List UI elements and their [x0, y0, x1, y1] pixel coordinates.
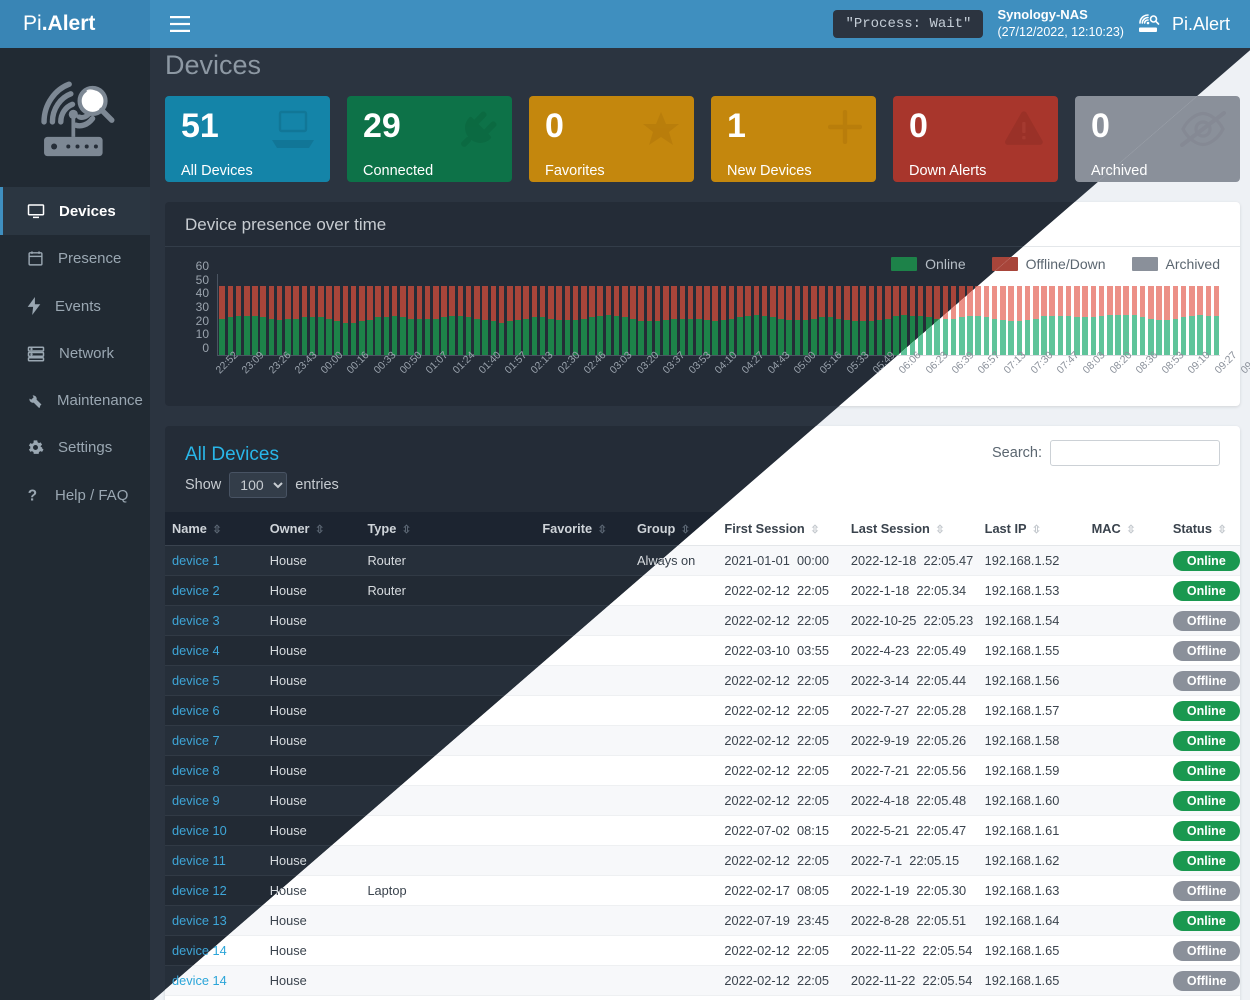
- svg-text:?: ?: [28, 487, 37, 504]
